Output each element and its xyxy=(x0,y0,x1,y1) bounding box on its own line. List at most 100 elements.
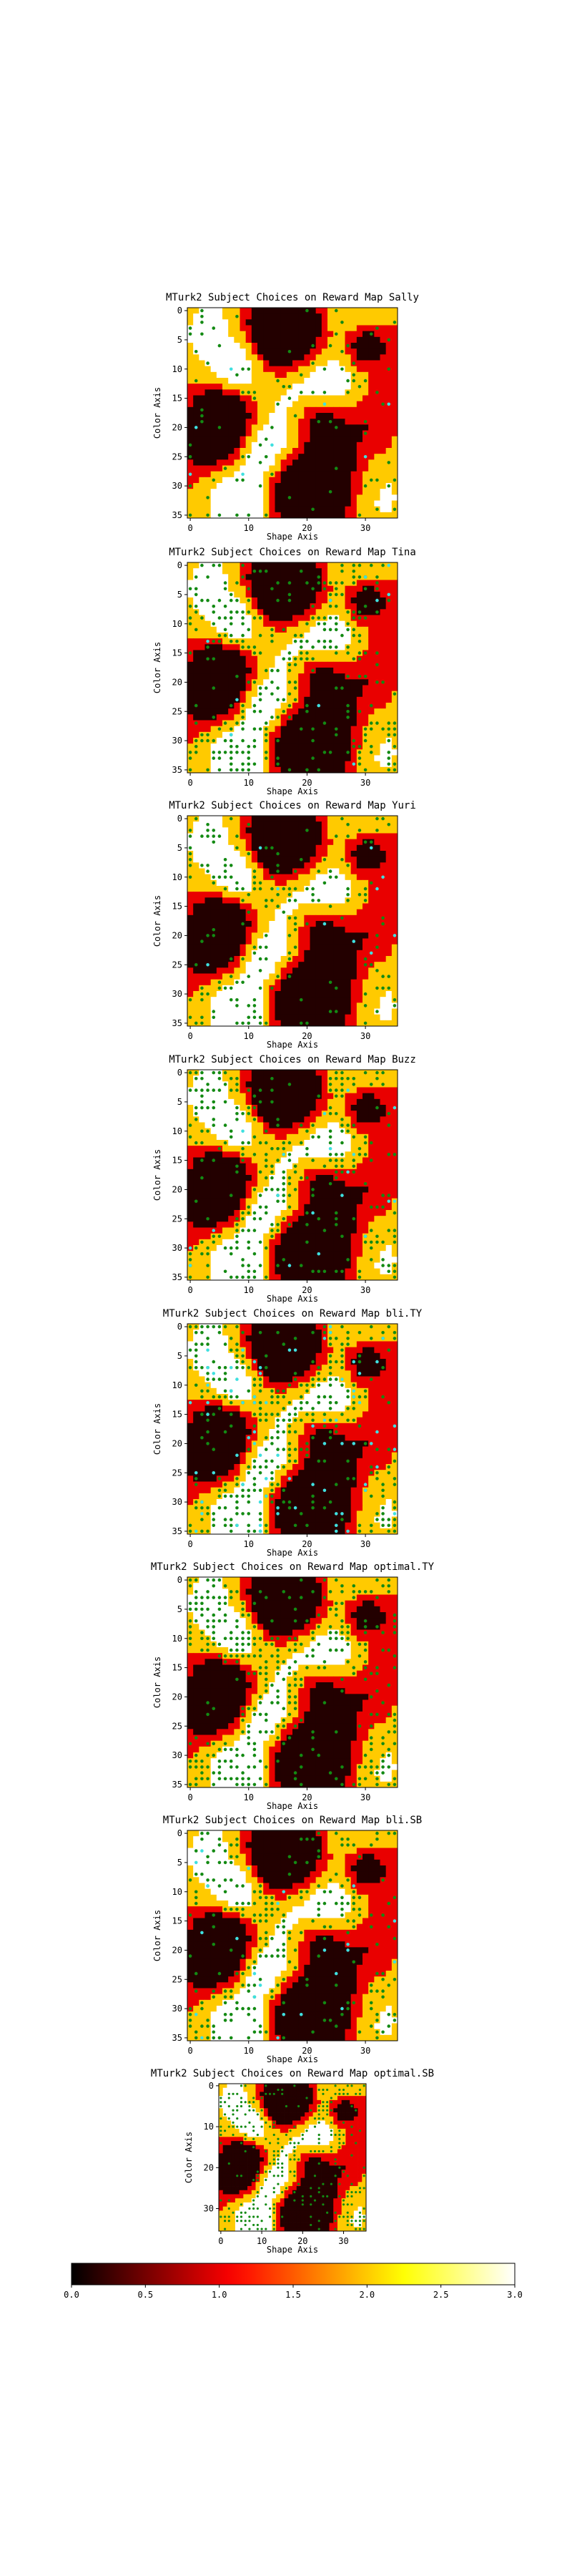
heatmap-cell xyxy=(280,615,287,622)
heatmap-cell xyxy=(275,708,282,715)
choice-marker xyxy=(247,768,251,772)
heatmap-cell xyxy=(298,668,305,674)
heatmap-cell xyxy=(321,1020,328,1027)
heatmap-cell xyxy=(193,997,199,1003)
heatmap-cell xyxy=(210,378,217,384)
heatmap-cell xyxy=(286,1105,293,1111)
heatmap-cell xyxy=(240,1098,247,1106)
heatmap-cell xyxy=(345,956,352,962)
heatmap-cell xyxy=(199,430,205,437)
heatmap-cell xyxy=(222,979,229,986)
choice-marker xyxy=(247,822,251,826)
heatmap-cell xyxy=(199,424,205,431)
heatmap-cell xyxy=(210,816,217,822)
choice-marker xyxy=(241,367,245,371)
heatmap-cell xyxy=(280,714,287,721)
heatmap-cell xyxy=(234,816,240,822)
heatmap-cell xyxy=(263,868,270,875)
heatmap-cell xyxy=(345,1008,352,1015)
heatmap-cell xyxy=(204,650,212,657)
heatmap-cell xyxy=(204,967,212,974)
heatmap-cell xyxy=(263,1075,270,1082)
choice-marker xyxy=(299,651,303,655)
heatmap-cell xyxy=(339,308,345,314)
heatmap-cell xyxy=(193,979,199,986)
heatmap-cell xyxy=(228,673,235,680)
heatmap-cell xyxy=(304,761,310,768)
heatmap-cell xyxy=(286,874,293,881)
heatmap-cell xyxy=(304,325,310,332)
heatmap-cell xyxy=(286,343,293,349)
choice-marker-alt xyxy=(387,563,391,567)
heatmap-cell xyxy=(356,585,363,592)
heatmap-cell xyxy=(286,585,293,592)
heatmap-cell xyxy=(321,668,328,674)
heatmap-cell xyxy=(385,696,393,703)
choice-marker xyxy=(217,986,222,990)
heatmap-cell xyxy=(234,827,240,834)
heatmap-cell xyxy=(304,743,310,750)
heatmap-cell xyxy=(280,325,287,332)
heatmap-cell xyxy=(310,597,317,604)
heatmap-cell xyxy=(204,615,212,622)
heatmap-cell xyxy=(275,459,282,466)
choice-marker xyxy=(241,454,245,459)
heatmap-cell xyxy=(257,319,264,326)
heatmap-cell xyxy=(374,500,380,507)
heatmap-cell xyxy=(345,874,352,881)
heatmap-cell xyxy=(269,360,275,367)
heatmap-cell xyxy=(391,615,398,622)
heatmap-cell xyxy=(315,720,322,727)
heatmap-cell xyxy=(269,512,275,519)
heatmap-cell xyxy=(199,494,205,501)
heatmap-cell xyxy=(251,585,258,592)
heatmap-cell xyxy=(187,932,194,939)
heatmap-cell xyxy=(321,562,328,569)
heatmap-cell xyxy=(292,691,299,698)
heatmap-cell xyxy=(298,967,305,974)
heatmap-cell xyxy=(363,319,369,326)
heatmap-cell xyxy=(363,874,369,881)
heatmap-cell xyxy=(210,862,217,869)
heatmap-cell xyxy=(286,638,293,645)
heatmap-cell xyxy=(187,950,194,957)
heatmap-cell xyxy=(228,413,235,419)
heatmap-cell xyxy=(356,973,363,980)
heatmap-cell xyxy=(339,956,345,962)
heatmap-cell xyxy=(269,644,275,650)
heatmap-cell xyxy=(385,950,393,957)
heatmap-cell xyxy=(304,336,310,343)
choice-marker xyxy=(287,349,292,353)
heatmap-cell xyxy=(234,868,240,875)
y-tick-label: 10 xyxy=(172,872,182,882)
heatmap-cell xyxy=(368,644,375,650)
heatmap-cell xyxy=(304,483,310,489)
heatmap-cell xyxy=(385,506,393,513)
heatmap-cell xyxy=(222,731,229,738)
heatmap-cell xyxy=(286,603,293,610)
heatmap-cell xyxy=(339,886,345,892)
choice-marker xyxy=(188,616,192,620)
heatmap-cell xyxy=(216,441,223,449)
heatmap-cell xyxy=(222,354,229,361)
heatmap-cell xyxy=(345,419,352,425)
heatmap-cell xyxy=(298,979,305,986)
heatmap-cell xyxy=(204,921,212,927)
choice-marker xyxy=(194,379,198,383)
choice-marker xyxy=(212,639,216,643)
heatmap-cell xyxy=(327,424,334,431)
heatmap-cell xyxy=(251,967,258,974)
heatmap-cell xyxy=(345,979,352,986)
heatmap-cell xyxy=(385,909,393,916)
heatmap-cell xyxy=(193,661,199,668)
heatmap-cell xyxy=(391,483,398,489)
heatmap-cell xyxy=(187,679,194,686)
heatmap-cell xyxy=(257,406,264,414)
heatmap-cell xyxy=(263,886,270,892)
choice-marker xyxy=(194,1021,198,1025)
heatmap-cell xyxy=(251,562,258,569)
heatmap-cell xyxy=(228,821,235,828)
heatmap-cell xyxy=(321,650,328,657)
heatmap-cell xyxy=(385,441,393,449)
heatmap-cell xyxy=(187,696,194,703)
